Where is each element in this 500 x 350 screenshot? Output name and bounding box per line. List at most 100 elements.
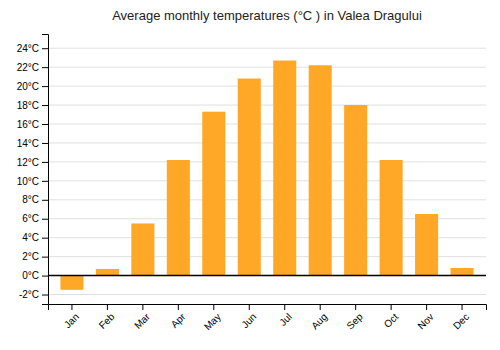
x-tick-mark [391,304,392,310]
x-tick-label: Jan [62,311,81,330]
y-tick-mark [42,200,48,201]
y-tick: 6°C [22,213,48,224]
grid-line [48,86,486,87]
bar [167,160,190,276]
y-tick-mark [42,124,48,125]
bar [309,65,332,275]
x-tick: Apr [169,304,188,330]
x-tick-mark [249,304,250,310]
plot: -2°C 0°C 2°C 4°C 6°C 8°C 10°C 12°C 14°C 16°C 18°C 2… [17,35,487,333]
x-tick-label: Nov [415,311,435,331]
x-tick: Oct [382,304,401,330]
y-tick-label: 12°C [17,157,39,168]
x-tick-mark [320,304,321,310]
x-tick-label: Dec [451,311,471,331]
y-tick-label: 22°C [17,62,39,73]
x-tick: May [202,304,223,332]
y-tick-label: 14°C [17,138,39,149]
x-tick: Aug [309,304,329,331]
x-tick: Sep [344,304,365,331]
y-tick-label: 20°C [17,81,39,92]
x-tick-label: May [202,311,223,332]
y-tick-mark [42,257,48,258]
y-tick-mark [42,219,48,220]
bars [48,61,486,290]
y-tick-label: -2°C [19,289,39,300]
x-tick-label: Oct [382,311,401,330]
y-tick: 10°C [17,176,48,187]
y-tick: -2°C [19,289,48,300]
zero-line [48,275,486,277]
x-tick-label: Aug [309,311,329,331]
y-tick-mark [42,48,48,49]
x-tick-mark [71,304,72,310]
y-tick-mark [42,143,48,144]
grid-line [48,67,486,68]
y-tick: 18°C [17,100,48,111]
x-tick-mark [426,304,427,310]
y-tick: 22°C [17,62,48,73]
y-tick-mark [42,181,48,182]
bar [273,61,296,276]
grid-line [48,142,486,143]
y-tick-label: 16°C [17,119,39,130]
x-tick-mark [284,304,285,310]
x-tick: Dec [451,304,471,331]
y-tick-mark [42,295,48,296]
x-axis-line [49,305,487,311]
bar [380,160,403,276]
x-tick-label: Mar [132,311,152,331]
x-axis: Jan Feb Mar Apr May Jun Jul Aug Sep Oct Nov Dec [49,304,487,332]
bar [415,214,438,276]
y-tick: 16°C [17,119,48,130]
x-tick: Jun [239,304,258,330]
bar [60,276,83,290]
y-tick: 2°C [22,251,48,262]
bar [451,268,474,276]
grid [48,48,486,294]
grid-line [48,275,486,276]
y-tick-label: 6°C [22,213,39,224]
y-tick: 8°C [22,194,48,205]
y-tick: 20°C [17,81,48,92]
y-tick-label: 2°C [22,251,39,262]
x-tick-mark [142,304,143,310]
bar [96,269,119,276]
x-tick: Jan [62,304,81,330]
y-axis-line [42,35,49,305]
grid-line [48,48,486,49]
grid-line [48,199,486,200]
chart: -2°C 0°C 2°C 4°C 6°C 8°C 10°C 12°C 14°C 16°C 18°C 2… [0,0,500,350]
y-tick-label: 10°C [17,176,39,187]
x-tick-label: Jul [277,311,294,328]
x-tick: Mar [132,304,152,331]
grid-line [48,124,486,125]
grid-line [48,180,486,181]
y-tick: 0°C [22,270,48,281]
y-tick-label: 0°C [22,270,39,281]
x-tick-mark [213,304,214,310]
y-tick-label: 18°C [17,100,39,111]
y-tick-label: 4°C [22,232,39,243]
x-tick-mark [462,304,463,310]
grid-line [48,105,486,106]
x-tick-mark [178,304,179,310]
x-tick-label: Apr [169,311,188,330]
y-tick-mark [42,67,48,68]
y-tick-label: 8°C [22,194,39,205]
title: Average monthly temperatures (°C ) in Va… [112,8,422,23]
bar [238,79,261,276]
bar [131,223,154,275]
x-tick-mark [107,304,108,310]
bar [202,112,225,276]
y-tick-mark [42,86,48,87]
y-tick-mark [42,162,48,163]
x-tick-label: Feb [97,311,117,331]
x-tick-label: Jun [239,311,258,330]
x-tick: Nov [415,304,435,331]
x-tick-mark [355,304,356,310]
y-axis: -2°C 0°C 2°C 4°C 6°C 8°C 10°C 12°C 14°C 16°C 18°C 2… [17,35,49,305]
y-tick-mark [42,238,48,239]
y-tick-mark [42,276,48,277]
y-tick: 14°C [17,138,48,149]
